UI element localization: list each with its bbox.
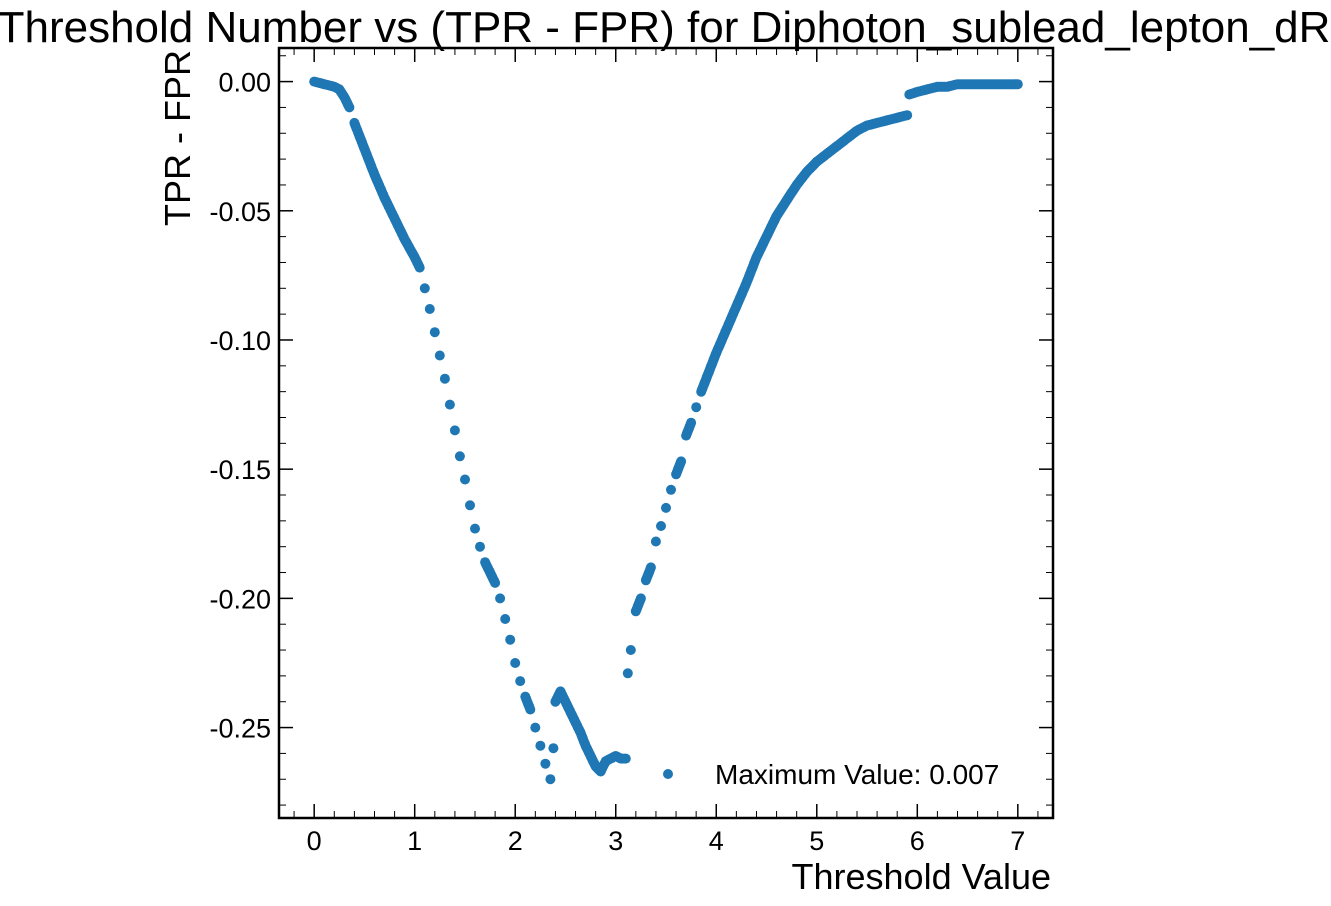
axis-ticks [279,48,1053,818]
x-axis-label: Threshold Value [792,856,1052,897]
x-tick-label: 2 [508,826,523,856]
data-point [444,399,455,410]
y-tick-label: -0.25 [209,714,271,744]
data-point [645,562,656,573]
data-point [434,350,445,361]
data-point [424,304,435,314]
data-point [525,704,536,715]
y-tick-label: 0.00 [218,68,271,98]
data-point [449,425,460,436]
x-tick-labels: 0 1 2 3 4 5 6 7 [307,826,1026,856]
data-point [666,484,676,495]
data-point [676,456,687,467]
data-point [510,658,521,668]
data-point [465,500,475,511]
data-point [500,614,511,624]
legend: Maximum Value: 0.007 [663,759,999,790]
x-tick-label: 6 [910,826,925,856]
data-point [429,327,440,338]
data-point [686,417,697,428]
data-point [650,536,661,547]
data-point [535,740,546,751]
y-tick-labels: 0.00 -0.05 -0.10 -0.15 -0.20 -0.25 [209,68,271,744]
y-tick-label: -0.20 [209,584,271,614]
plot-frame [277,46,1055,820]
data-point [439,373,450,384]
data-point [454,451,465,462]
y-tick-label: -0.10 [209,326,271,356]
data-point [691,402,702,413]
data-point [661,502,671,513]
x-tick-label: 7 [1010,826,1025,856]
x-tick-label: 1 [407,826,422,856]
data-point [490,577,501,588]
legend-label: Maximum Value: 0.007 [715,759,999,790]
x-tick-label: 5 [809,826,824,856]
data-point [530,722,541,733]
data-point [515,676,526,687]
data-point [460,474,470,485]
data-point [470,523,480,534]
chart-title: Threshold Number vs (TPR - FPR) for Diph… [0,3,1330,52]
data-point [344,102,355,113]
y-tick-label: -0.05 [209,197,271,227]
data-point [540,758,551,769]
data-points [309,76,1023,785]
x-tick-label: 3 [608,826,623,856]
x-tick-label: 4 [709,826,724,856]
data-point [656,521,666,531]
data-point [475,541,485,552]
data-point [495,593,506,604]
data-point [545,774,556,785]
data-point [505,634,516,645]
x-tick-label: 0 [307,826,322,856]
data-point [548,743,559,754]
y-tick-label: -0.15 [209,455,271,485]
data-point [902,110,913,121]
data-point [622,668,633,679]
data-point [1012,79,1023,90]
data-point [414,262,425,273]
data-point [625,645,636,655]
data-point [419,283,430,294]
data-point [620,753,631,764]
legend-marker [663,769,673,779]
data-point [635,593,646,604]
y-axis-label: TPR - FPR [157,50,198,226]
